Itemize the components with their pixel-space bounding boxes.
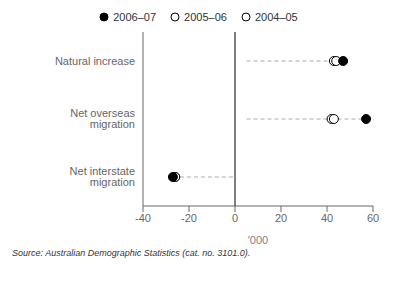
svg-text:-40: -40	[135, 212, 151, 224]
svg-text:60: 60	[367, 212, 379, 224]
svg-text:Net interstatemigration: Net interstatemigration	[70, 165, 135, 188]
html-text:Source: Australian Demographic: Source: Australian Demographic Statistic…	[12, 248, 251, 258]
html-text:2004–05: 2004–05	[254, 11, 298, 23]
svg-text:'000: '000	[248, 234, 268, 246]
svg-text:0: 0	[232, 212, 238, 224]
html-text:2006–07: 2006–07	[113, 11, 157, 23]
svg-text:Natural increase: Natural increase	[55, 55, 135, 67]
svg-text:Net overseasmigration: Net overseasmigration	[70, 107, 135, 130]
svg-text:40: 40	[321, 212, 333, 224]
svg-text:-20: -20	[181, 212, 197, 224]
html-text:2005–06: 2005–06	[184, 11, 227, 23]
svg-text:20: 20	[275, 212, 287, 224]
